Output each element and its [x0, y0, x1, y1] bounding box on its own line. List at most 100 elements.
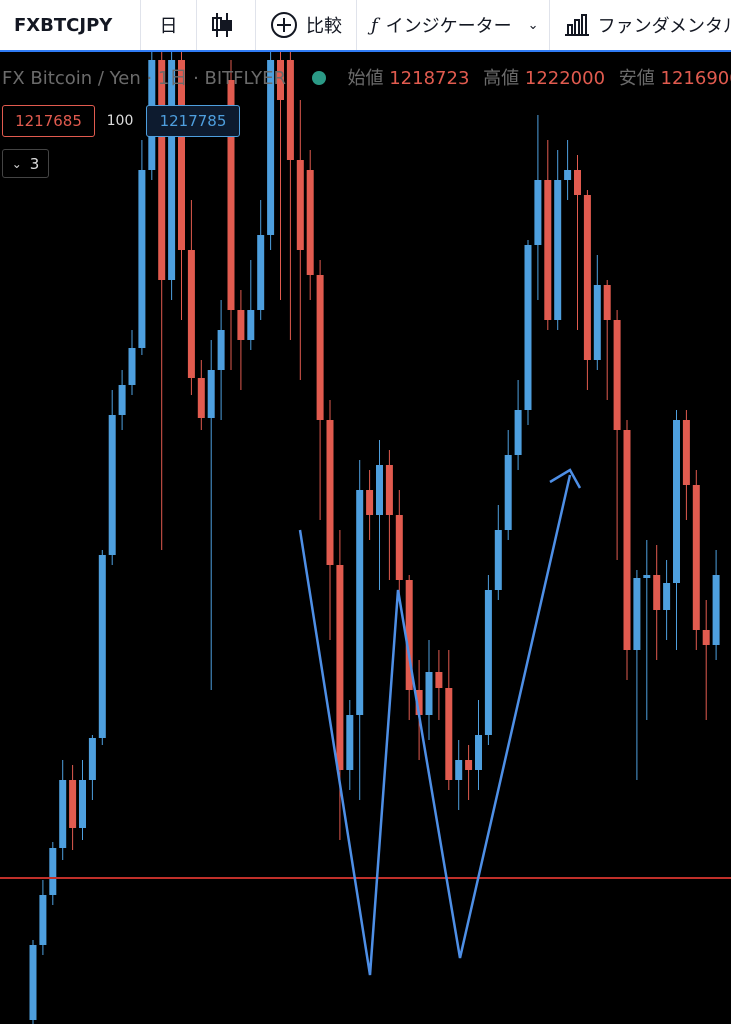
high-label: 高値 [483, 68, 520, 89]
candle-body [653, 575, 661, 610]
candle-body [316, 275, 324, 420]
candle-body [39, 895, 47, 945]
low-label: 安値 [618, 68, 655, 89]
fx-icon: ƒ [371, 14, 378, 36]
candle-body [376, 465, 383, 515]
candle-body [613, 320, 621, 430]
candle-body [29, 945, 37, 1020]
candle-body [425, 672, 433, 715]
candle-body [178, 60, 185, 250]
candle-body [69, 780, 77, 828]
interval[interactable]: 日 [141, 0, 197, 50]
candle-body [484, 590, 492, 735]
candle-body [405, 580, 413, 690]
candle-body [663, 583, 671, 610]
candle-body [306, 170, 314, 275]
candle-body [207, 370, 215, 418]
candle-body [108, 415, 116, 555]
candle-body [475, 735, 482, 770]
indicators-label: インジケーター [385, 16, 512, 37]
chevron: ⌄ [11, 156, 22, 171]
hand-drawn-annotation [298, 468, 582, 976]
candle-body [554, 180, 562, 320]
candle-body [296, 160, 304, 250]
candle-body [197, 378, 205, 418]
candle-body [415, 690, 423, 715]
candle-body [682, 420, 690, 485]
candle-body [247, 310, 255, 340]
candle-body [534, 180, 542, 245]
candle-body [465, 760, 473, 770]
open-value: 1218723 [389, 68, 470, 89]
candle-body [98, 555, 106, 738]
candle-body [346, 715, 354, 770]
candle-body [574, 170, 581, 195]
candle-body [79, 780, 86, 828]
candle-body [49, 848, 57, 895]
compare[interactable]: 比較 [256, 0, 357, 50]
candle-body [712, 575, 720, 645]
legend: FX Bitcoin / Yen · 1日 · BITFLYER 始値 1218… [2, 64, 731, 90]
chevron: ⌄ [527, 17, 539, 33]
candle-body [494, 530, 502, 590]
candle-body [514, 410, 522, 455]
candle-body [59, 780, 67, 848]
plus-icon [271, 12, 297, 38]
candle-body [435, 672, 443, 688]
symbol[interactable]: FXBTCJPY [0, 0, 141, 50]
indicators[interactable]: ƒ インジケーター ⌄ [357, 0, 550, 50]
bars-icon [564, 14, 589, 36]
high-value: 1222000 [524, 68, 606, 89]
compare-label: 比較 [306, 16, 342, 37]
open-label: 始値 [347, 68, 384, 89]
candle-body [267, 60, 275, 235]
fundamentals-label: ファンダメンタル [597, 16, 731, 37]
candle-body [633, 578, 641, 650]
candle-body [227, 80, 235, 310]
legend-title: FX Bitcoin / Yen · 1日 · BITFLYER [2, 68, 287, 89]
candle-body [593, 285, 601, 360]
candle-body [187, 250, 195, 378]
candle-body [385, 465, 393, 515]
candle-body [643, 575, 651, 578]
candle-body [702, 630, 710, 645]
candle-body [504, 455, 512, 530]
candle-body [455, 760, 463, 780]
candle-body [524, 245, 532, 410]
candle-body [88, 738, 96, 780]
bid-badge[interactable]: 1217685 [2, 105, 95, 137]
candle-body [168, 60, 176, 280]
candle-body [603, 285, 611, 320]
candle-body [623, 430, 631, 650]
candle-body [257, 235, 265, 310]
candle-body [366, 490, 374, 515]
candle-body [564, 170, 572, 180]
candle-body [692, 485, 700, 630]
candle-body [217, 330, 225, 370]
candle-body [356, 490, 364, 715]
candle-body [237, 310, 245, 340]
candle-body [277, 60, 284, 100]
candle-icon [212, 13, 232, 37]
collapse-button[interactable]: ⌄ 3 [2, 149, 49, 178]
candle-body [583, 195, 591, 360]
toolbar: FXBTCJPY 日 比較 ƒ インジケーター ⌄ ファンダメンタル [0, 0, 731, 52]
candle-body [544, 180, 552, 320]
candle-body [326, 420, 334, 565]
ask-badge[interactable]: 1217785 [146, 105, 240, 137]
fundamentals[interactable]: ファンダメンタル [550, 0, 731, 50]
low-value: 1216900 [660, 68, 731, 89]
candle-body [286, 60, 294, 160]
candle-body [118, 385, 126, 415]
candle-body [336, 565, 344, 770]
chart-style[interactable] [197, 0, 256, 50]
candle-body [395, 515, 403, 580]
candle-body [128, 348, 136, 385]
status-dot [311, 71, 326, 85]
candle-body [673, 420, 680, 583]
candle-body [138, 170, 146, 348]
spread: 100 [106, 113, 134, 129]
candle-body [158, 60, 166, 280]
